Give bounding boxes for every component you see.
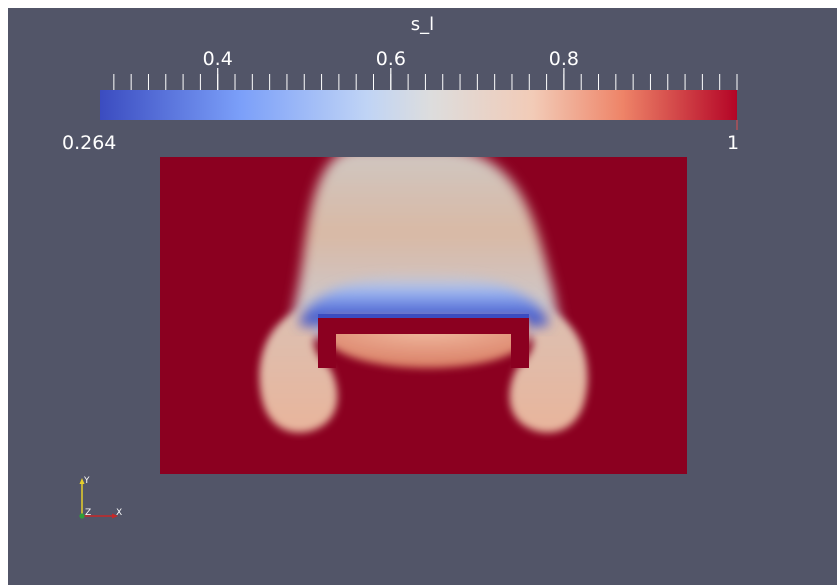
depletion-band — [300, 273, 548, 326]
colorbar-min-label: 0.264 — [62, 132, 117, 154]
colorbar — [100, 68, 738, 130]
scalar-field-render — [160, 157, 687, 474]
left-lobe — [259, 308, 338, 433]
colorbar-tick-label-0.6: 0.6 — [375, 48, 406, 70]
z-axis-dot-icon — [79, 513, 85, 519]
orientation-axes: Y X Z — [79, 476, 122, 519]
colorbar-tick-label-0.8: 0.8 — [548, 48, 579, 70]
obstacle-top-edge — [318, 314, 529, 318]
colorbar-major-ticks — [217, 68, 565, 90]
x-axis-arrow-icon — [112, 513, 118, 519]
field-features — [259, 157, 588, 433]
colorbar-tick-label-0.4: 0.4 — [202, 48, 233, 70]
obstacle — [318, 316, 529, 368]
colorbar-gradient — [100, 90, 737, 120]
right-lobe — [509, 308, 588, 433]
render-viewport[interactable]: s_l 0.4 0.6 0.8 0.264 1 — [8, 8, 837, 585]
colorbar-max-label: 1 — [727, 132, 740, 154]
y-axis-arrow-icon — [79, 478, 85, 484]
y-axis-label: Y — [83, 476, 90, 486]
z-axis-label: Z — [85, 508, 91, 518]
x-axis-label: X — [116, 508, 122, 518]
colorbar-title: s_l — [410, 14, 435, 35]
